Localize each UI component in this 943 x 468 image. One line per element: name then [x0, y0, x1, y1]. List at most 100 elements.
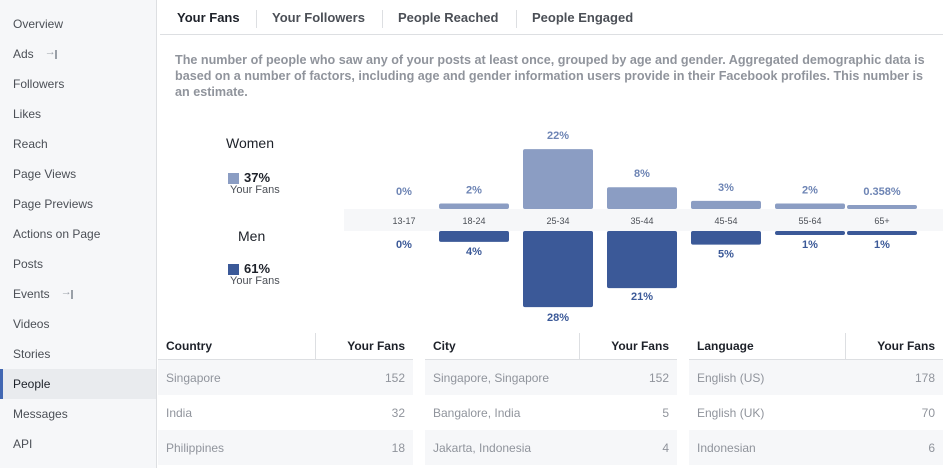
sidebar-item-label: Likes [13, 107, 42, 121]
women-value-label: 22% [547, 130, 569, 142]
sidebar-item-api[interactable]: API [0, 429, 156, 459]
age-axis-band [344, 209, 943, 231]
country-table: Country Your Fans Singapore 152 India 32 Phili… [158, 332, 413, 468]
age-tick-label: 18-24 [462, 216, 485, 226]
row-value: 6 [928, 440, 935, 455]
men-value-label: 4% [466, 246, 482, 258]
age-tick-label: 65+ [874, 216, 889, 226]
row-label: English (UK) [697, 405, 765, 420]
column-header[interactable]: Your Fans [579, 332, 669, 360]
external-link-icon [61, 286, 73, 299]
sidebar-item-stories[interactable]: Stories [0, 339, 156, 369]
sidebar-item-label: Page Views [13, 167, 77, 181]
sidebar-item-likes[interactable]: Likes [0, 99, 156, 129]
women-bar [607, 187, 677, 209]
sidebar-item-events[interactable]: Events [0, 279, 156, 309]
chart-description: The number of people who saw any of your… [175, 53, 925, 99]
sidebar-item-label: API [13, 437, 33, 451]
men-value-label: 21% [631, 291, 653, 303]
row-value: 18 [391, 440, 405, 455]
men-value-label: 1% [802, 239, 818, 251]
legend-men-caption: Your Fans [230, 275, 280, 287]
tab-your-fans[interactable]: Your Fans [177, 10, 240, 25]
men-bar [607, 231, 677, 289]
table-row: Indonesian 6 [689, 430, 943, 465]
sidebar-item-videos[interactable]: Videos [0, 309, 156, 339]
column-header[interactable]: City [433, 339, 456, 353]
sidebar-item-label: People [13, 377, 51, 391]
tab-divider [256, 10, 257, 28]
sidebar-item-overview[interactable]: Overview [0, 9, 156, 39]
table-row: India 32 [158, 395, 413, 430]
row-label: Philippines [166, 440, 225, 455]
city-table: City Your Fans Singapore, Singapore 152 Bang… [425, 332, 677, 468]
women-value-label: 3% [718, 182, 734, 194]
sidebar-item-label: Stories [13, 347, 51, 361]
women-bar [439, 203, 509, 209]
row-value: 4 [662, 440, 669, 455]
legend-men-percent: 61% [244, 261, 271, 276]
legend-women-swatch [228, 173, 239, 184]
language-table: Language Your Fans English (US) 178 English … [689, 332, 943, 468]
sidebar-item-label: Messages [13, 407, 68, 421]
age-tick-label: 25-34 [546, 216, 569, 226]
row-value: 178 [914, 370, 935, 385]
column-header[interactable]: Country [166, 339, 212, 353]
sidebar-item-label: Videos [13, 317, 50, 331]
sidebar-item-reach[interactable]: Reach [0, 129, 156, 159]
men-value-label: 0% [396, 239, 412, 251]
sidebar-item-actions-on-page[interactable]: Actions on Page [0, 219, 156, 249]
women-bar [691, 200, 761, 209]
sidebar-item-label: Ads [13, 47, 34, 61]
table-row: Jakarta, Indonesia 4 [425, 430, 677, 465]
age-tick-label: 35-44 [630, 216, 653, 226]
sidebar-item-label: Actions on Page [13, 227, 101, 241]
sidebar-item-label: Page Previews [13, 197, 94, 211]
sidebar-item-messages[interactable]: Messages [0, 399, 156, 429]
column-header[interactable]: Language [697, 339, 754, 353]
row-label: India [166, 405, 193, 420]
men-bar [523, 231, 593, 308]
table-header: City Your Fans [425, 332, 677, 360]
row-label: Indonesian [697, 440, 756, 455]
column-header[interactable]: Your Fans [845, 332, 935, 360]
sidebar-item-page-previews[interactable]: Page Previews [0, 189, 156, 219]
tab-your-followers[interactable]: Your Followers [272, 10, 365, 25]
table-row: Bangalore, India 5 [425, 395, 677, 430]
women-value-label: 0% [396, 186, 412, 198]
men-value-label: 5% [718, 249, 734, 261]
column-header[interactable]: Your Fans [315, 332, 405, 360]
table-row: Singapore, Singapore 152 [425, 360, 677, 395]
age-tick-label: 13-17 [392, 216, 415, 226]
row-value: 5 [662, 405, 669, 420]
row-value: 70 [921, 405, 935, 420]
men-bar [775, 231, 845, 235]
sidebar-item-label: Posts [13, 257, 44, 271]
age-gender-chart: 0% 0% 13-17 2% 4% 18-24 22% 28% 25-34 8% 21% 35-44 3… [344, 130, 943, 324]
men-value-label: 1% [874, 239, 890, 251]
sidebar-item-posts[interactable]: Posts [0, 249, 156, 279]
sidebar-item-page-views[interactable]: Page Views [0, 159, 156, 189]
table-row: Singapore 152 [158, 360, 413, 395]
row-label: English (US) [697, 370, 765, 385]
tab-bar: Your Fans Your Followers People Reached … [160, 0, 943, 35]
sidebar-item-people[interactable]: People [0, 369, 156, 399]
sidebar-item-ads[interactable]: Ads [0, 39, 156, 69]
men-bar [439, 231, 509, 242]
tab-people-reached[interactable]: People Reached [398, 10, 499, 25]
legend-women-label: Women [226, 135, 274, 151]
table-header: Language Your Fans [689, 332, 943, 360]
tab-divider [516, 10, 517, 28]
row-label: Jakarta, Indonesia [433, 440, 532, 455]
sidebar-item-label: Followers [13, 77, 65, 91]
row-label: Singapore [166, 370, 221, 385]
tab-people-engaged[interactable]: People Engaged [532, 10, 634, 25]
sidebar-item-label: Overview [13, 17, 64, 31]
women-bar [523, 149, 593, 209]
women-bar [775, 203, 845, 209]
table-header: Country Your Fans [158, 332, 413, 360]
sidebar-item-followers[interactable]: Followers [0, 69, 156, 99]
external-link-icon [45, 46, 57, 59]
women-value-label: 2% [802, 185, 818, 197]
main-panel: Your Fans Your Followers People Reached … [158, 0, 943, 468]
